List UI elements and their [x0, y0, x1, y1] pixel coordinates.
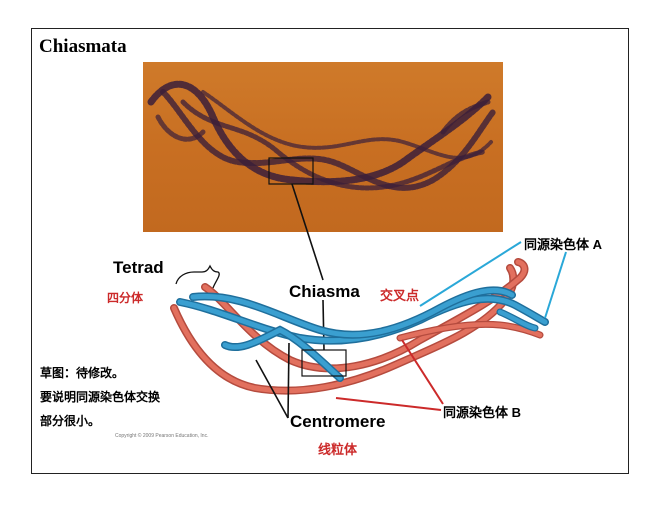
- homolog-a-label: 同源染色体 A: [524, 237, 603, 252]
- draft-note-line-2: 要说明同源染色体交换: [40, 390, 161, 404]
- copyright-text: Copyright © 2009 Pearson Education, Inc.: [115, 433, 209, 439]
- homolog-b-pointer-2: [401, 339, 444, 405]
- chiasma-highlight-box: [301, 349, 347, 377]
- chiasma-label: Chiasma: [289, 282, 360, 301]
- draft-note-line-1: 草图：待修改。: [40, 366, 125, 380]
- draft-note-line-3: 部分很小。: [40, 414, 101, 428]
- homolog-a-pointer-1: [419, 241, 522, 307]
- tetrad-label: Tetrad: [113, 258, 164, 277]
- figure-title: Chiasmata: [39, 36, 127, 57]
- centromere-pointer-a: [287, 342, 290, 419]
- homolog-b-pointer-1: [335, 397, 442, 411]
- centromere-pointer-b: [255, 359, 289, 419]
- chiasma-label-cn: 交叉点: [380, 288, 420, 303]
- centromere-label: Centromere: [290, 412, 386, 431]
- tetrad-label-cn: 四分体: [107, 291, 144, 305]
- homolog-b-label: 同源染色体 B: [443, 405, 522, 420]
- micrograph-chromatin: [147, 80, 496, 191]
- homolog-a-chromatids: [176, 286, 549, 382]
- draft-note: 草图：待修改。 要说明同源染色体交换 部分很小。: [40, 361, 160, 433]
- homolog-a-pointer-2: [544, 251, 567, 319]
- zoom-pointer-line: [291, 183, 324, 281]
- micrograph-image: [143, 62, 503, 232]
- centromere-label-cn: 线粒体: [318, 442, 358, 457]
- tetrad-brace: [175, 264, 220, 289]
